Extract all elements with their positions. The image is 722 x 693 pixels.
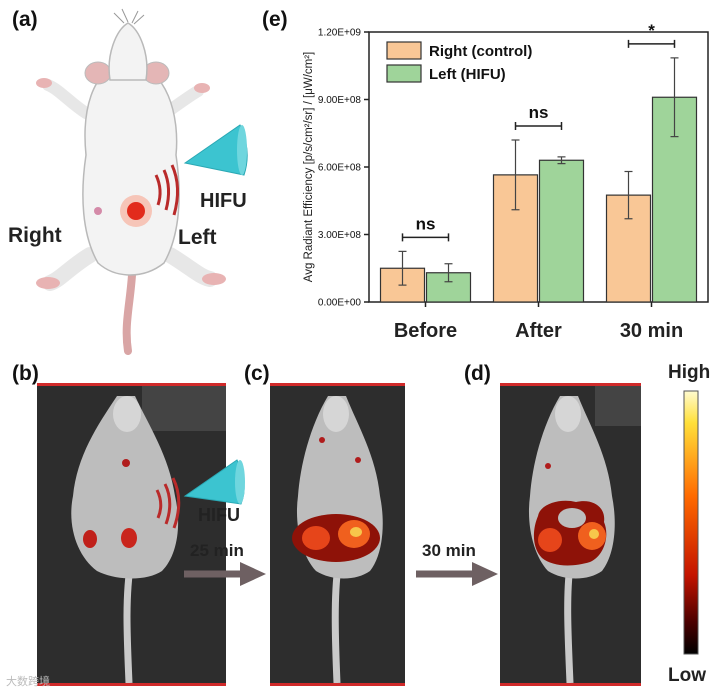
hifu-transducer-face <box>237 125 247 175</box>
panel-label-c: (c) <box>244 362 270 385</box>
scale-label-high: High <box>668 362 711 383</box>
y-tick-label: 1.20E+09 <box>318 28 362 39</box>
mouse-foot-left <box>202 273 226 285</box>
hifu-transducer-icon <box>183 124 248 176</box>
arrow-icon-1 <box>184 562 266 586</box>
mouse-paw-left <box>194 83 210 93</box>
mouse-tail <box>122 271 136 355</box>
fluorescence-hotspot <box>589 529 599 539</box>
panel-label-b: (b) <box>12 362 39 385</box>
hifu-wave-3 <box>170 164 179 216</box>
image-panel-b <box>37 383 226 686</box>
background-equipment <box>595 386 641 426</box>
bladder-region <box>558 508 586 528</box>
hifu-wave-2 <box>162 169 171 211</box>
y-axis-label: Avg Radiant Efficiency [p/s/cm²/sr] / [μ… <box>303 52 315 283</box>
hifu-wave-2 <box>163 483 172 525</box>
mouse-tail <box>123 560 135 683</box>
fluorescence-spot-upper <box>122 459 130 467</box>
mouse-head <box>555 396 581 432</box>
mouse-image-25min <box>270 386 405 683</box>
x-tick-label: 30 min <box>620 320 683 342</box>
panel-label-d: (d) <box>464 362 491 385</box>
fluorescence-right-tumor <box>83 530 97 548</box>
mouse-head <box>113 396 141 432</box>
fluorescence-hotspot <box>350 527 362 537</box>
hifu-transducer-face <box>235 460 245 504</box>
mouse-image-before <box>37 386 226 683</box>
fluorescence-spot-upper <box>545 463 551 469</box>
time-label-25min: 25 min <box>190 541 244 560</box>
hifu-illustration-bottom <box>155 459 245 529</box>
y-tick-label: 0.00E+00 <box>318 298 362 309</box>
label-right: Right <box>8 224 62 247</box>
hifu-wave-1 <box>154 174 162 206</box>
time-label-30min: 30 min <box>422 541 476 560</box>
label-hifu-bottom: HIFU <box>198 505 240 525</box>
background-equipment <box>142 386 226 431</box>
mouse-ear-right <box>84 61 112 85</box>
mouse-front-leg-right <box>42 79 92 119</box>
hifu-wave-1 <box>155 489 163 519</box>
fluorescence-spot-side <box>355 457 361 463</box>
legend-label-1: Left (HIFU) <box>429 66 506 83</box>
mouse-image-30min <box>500 386 641 683</box>
image-panel-d <box>500 383 641 686</box>
bar-1-1 <box>538 159 585 303</box>
fluorescence-spot-upper <box>319 437 325 443</box>
significance-label: ns <box>529 103 549 122</box>
x-tick-label: Before <box>394 320 457 342</box>
mouse-hind-leg-left <box>162 247 218 287</box>
mouse-paw-right <box>36 78 52 88</box>
fluorescence-right-tumor <box>302 526 330 550</box>
x-tick-label: After <box>515 320 562 342</box>
hifu-wave-3 <box>171 477 181 529</box>
mouse-whiskers <box>113 8 145 25</box>
label-hifu-top: HIFU <box>200 190 247 212</box>
watermark-text: 大数跨境 <box>6 675 50 688</box>
legend-swatch-1 <box>386 64 422 83</box>
y-tick-label: 3.00E+08 <box>318 230 362 241</box>
scale-label-low: Low <box>668 665 706 686</box>
significance-label: * <box>648 21 655 40</box>
tumor-right <box>94 207 102 215</box>
fluorescence-left-tumor <box>121 528 137 548</box>
legend-swatch-0 <box>386 41 422 60</box>
mouse-tail <box>564 565 574 683</box>
significance-label: ns <box>416 214 436 233</box>
mouse-illustration <box>36 8 248 355</box>
fluorescence-right-tumor <box>538 528 562 552</box>
mouse-head <box>108 22 148 81</box>
y-tick-label: 9.00E+08 <box>318 95 362 106</box>
arrow-icon-2 <box>416 562 498 586</box>
bar-chart: 0.00E+00 3.00E+08 6.00E+08 9.00E+08 1.20E+09… <box>303 21 709 342</box>
mouse-foot-right <box>36 277 60 289</box>
legend-label-0: Right (control) <box>429 43 532 60</box>
label-left: Left <box>178 226 217 249</box>
mouse-head <box>323 396 349 432</box>
image-panel-c <box>270 383 405 686</box>
y-tick-label: 6.00E+08 <box>318 163 362 174</box>
panel-label-a: (a) <box>12 8 38 31</box>
panel-label-e: (e) <box>262 8 288 31</box>
mouse-body <box>82 64 180 276</box>
mouse-tail <box>331 565 342 683</box>
tumor-left <box>127 202 145 220</box>
mouse-body <box>71 396 179 579</box>
color-scale-bar <box>683 390 699 655</box>
